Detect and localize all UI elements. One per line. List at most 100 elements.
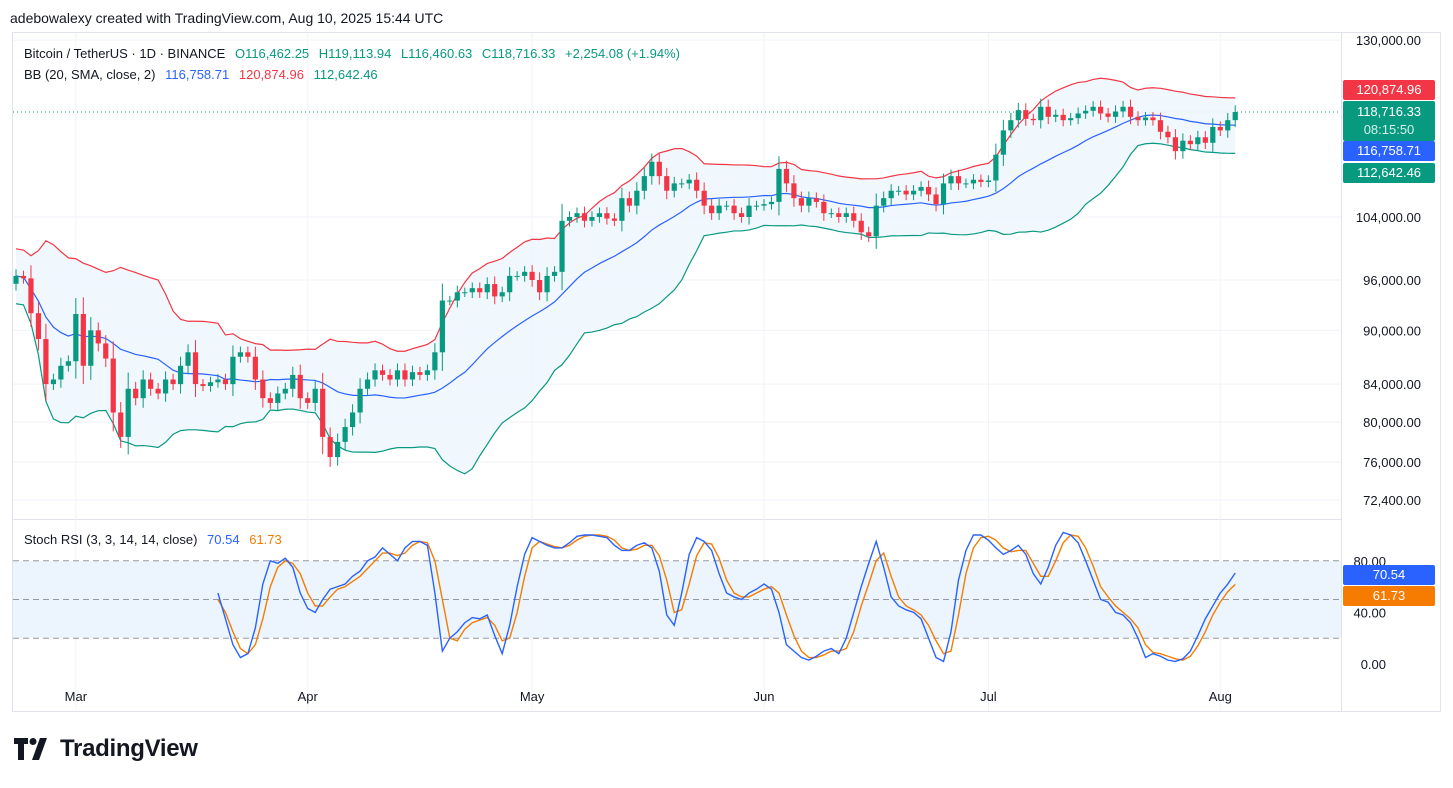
candle bbox=[1202, 131, 1208, 149]
stoch-legend[interactable]: Stoch RSI (3, 3, 14, 14, close) 70.54 61… bbox=[24, 532, 288, 547]
basis-tag: 116,758.71 bbox=[1343, 141, 1435, 161]
pane-separator bbox=[13, 519, 1341, 520]
candle-body bbox=[133, 388, 139, 399]
candle bbox=[379, 364, 386, 381]
candle bbox=[350, 404, 356, 436]
candle-body bbox=[1150, 117, 1156, 121]
candle bbox=[95, 322, 101, 352]
candle bbox=[738, 207, 745, 223]
candle-body bbox=[1090, 106, 1096, 111]
candle-body bbox=[364, 379, 371, 389]
candle-body bbox=[484, 284, 490, 293]
candle bbox=[342, 418, 348, 451]
candle-body bbox=[671, 183, 677, 191]
candle-body bbox=[335, 441, 341, 458]
candle-body bbox=[1068, 118, 1074, 121]
candle-body bbox=[724, 205, 730, 207]
candle-body bbox=[1225, 120, 1231, 131]
candle-body bbox=[641, 176, 647, 191]
candle-body bbox=[1172, 137, 1178, 152]
chart-frame[interactable] bbox=[12, 32, 1441, 712]
candle-body bbox=[686, 179, 692, 184]
candle bbox=[155, 382, 161, 400]
candle bbox=[424, 364, 430, 381]
candle bbox=[1210, 118, 1216, 152]
change-value: +2,254.08 (+1.94%) bbox=[565, 46, 680, 61]
candle-body bbox=[933, 194, 939, 205]
candle-body bbox=[522, 271, 528, 276]
candle bbox=[544, 267, 550, 302]
candle bbox=[447, 295, 453, 306]
candle bbox=[163, 371, 169, 402]
candle-body bbox=[387, 374, 393, 380]
candle bbox=[185, 344, 191, 374]
candle bbox=[611, 213, 617, 227]
candle-body bbox=[454, 292, 460, 301]
candle-body bbox=[896, 190, 902, 192]
candle bbox=[866, 226, 872, 242]
candle bbox=[529, 265, 535, 287]
time-axis: Mar Apr May Jun Jul Aug bbox=[65, 689, 1232, 704]
candle bbox=[88, 317, 94, 380]
tradingview-logo[interactable]: TradingView bbox=[14, 735, 198, 763]
price-scale-border bbox=[1341, 33, 1342, 711]
candle bbox=[679, 178, 685, 189]
symbol-title: Bitcoin / TetherUS · 1D · BINANCE bbox=[24, 46, 226, 61]
candle-body bbox=[357, 388, 363, 413]
candle-body bbox=[940, 183, 947, 205]
candle bbox=[20, 270, 27, 284]
candle-body bbox=[155, 388, 161, 394]
candle-body bbox=[604, 213, 610, 219]
time-tick-label: Aug bbox=[1209, 689, 1232, 704]
candle bbox=[357, 378, 363, 424]
open-value: O116,462.25 bbox=[234, 46, 310, 61]
candle-body bbox=[709, 205, 715, 214]
candle-body bbox=[903, 190, 909, 195]
bar-countdown: 08:15:50 bbox=[1363, 122, 1415, 137]
candle bbox=[746, 198, 752, 225]
bb-legend[interactable]: BB (20, SMA, close, 2) 116,758.71 120,87… bbox=[24, 67, 384, 82]
candle-body bbox=[851, 213, 857, 221]
candle-body bbox=[1157, 120, 1164, 132]
candle-body bbox=[978, 179, 984, 182]
candle-body bbox=[866, 232, 872, 237]
price-axis: 130,000.00 104,000.00 96,000.00 90,000.00 84… bbox=[1356, 33, 1421, 508]
symbol-legend[interactable]: Bitcoin / TetherUS · 1D · BINANCE O116,4… bbox=[24, 46, 686, 61]
candle-body bbox=[177, 365, 184, 385]
candle bbox=[13, 269, 19, 291]
candle bbox=[207, 376, 214, 392]
candle-body bbox=[881, 198, 887, 206]
candle-body bbox=[110, 358, 116, 413]
price-tick-label: 72,400.00 bbox=[1363, 493, 1421, 508]
candle bbox=[1038, 98, 1044, 129]
candle-body bbox=[559, 220, 565, 272]
candle-body bbox=[1217, 126, 1223, 131]
candle-body bbox=[753, 205, 760, 207]
bb-lower-line bbox=[15, 142, 1236, 475]
candle-body bbox=[529, 271, 535, 280]
candle bbox=[1030, 113, 1036, 126]
candle bbox=[709, 199, 715, 220]
candle bbox=[791, 175, 797, 207]
candle bbox=[1120, 100, 1126, 118]
candle bbox=[469, 282, 475, 299]
candle-body bbox=[275, 393, 281, 403]
bb-upper-line bbox=[15, 77, 1236, 352]
candle-body bbox=[200, 384, 206, 386]
candle bbox=[1090, 101, 1096, 117]
candle-body bbox=[858, 220, 864, 233]
candle bbox=[28, 265, 34, 327]
candle bbox=[589, 211, 595, 227]
candle bbox=[103, 335, 109, 368]
candle bbox=[888, 184, 894, 205]
price-tick-label: 90,000.00 bbox=[1363, 323, 1421, 338]
bb-basis-value: 116,758.71 bbox=[165, 67, 230, 82]
candle bbox=[477, 282, 483, 299]
candle-body bbox=[320, 388, 326, 437]
stoch-k-tag: 70.54 bbox=[1343, 565, 1435, 585]
candle bbox=[1172, 129, 1178, 160]
bb-lower-value: 112,642.46 bbox=[313, 67, 378, 82]
candle bbox=[537, 272, 543, 301]
candle bbox=[417, 366, 423, 381]
